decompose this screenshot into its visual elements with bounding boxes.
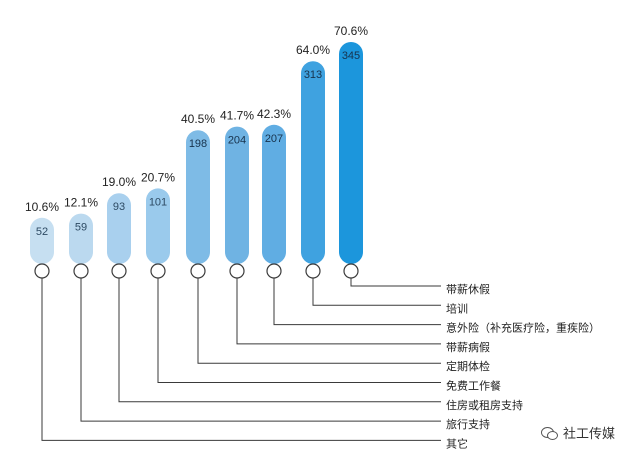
bar-count-label: 93: [113, 201, 125, 213]
category-label: 带薪病假: [446, 340, 490, 354]
percent-label: 42.3%: [257, 107, 291, 121]
category-label: 意外险（补充医疗险，重疾险）: [446, 321, 600, 335]
bar: [301, 61, 325, 265]
bar: [69, 213, 93, 264]
bar-base-circle: [190, 263, 206, 279]
leader-line: [41, 278, 441, 441]
watermark: 社工传媒: [540, 423, 615, 442]
category-label: 定期体检: [446, 359, 490, 373]
bar: [262, 124, 286, 264]
leader-line: [118, 278, 441, 403]
bar-base-circle: [34, 263, 50, 279]
bar: [339, 42, 363, 264]
percent-label: 41.7%: [220, 109, 254, 123]
bar-count-label: 101: [149, 196, 167, 208]
bar-base-circle: [111, 263, 127, 279]
percent-label: 10.6%: [25, 200, 59, 214]
bar-base-circle: [73, 263, 89, 279]
category-label: 住房或租房支持: [446, 398, 523, 412]
bar-count-label: 207: [265, 133, 283, 145]
leader-line: [80, 278, 441, 422]
category-label: 旅行支持: [446, 417, 490, 431]
bar: [225, 126, 249, 264]
bar-base-circle: [343, 263, 359, 279]
percent-label: 20.7%: [141, 170, 175, 184]
percent-label: 12.1%: [64, 196, 98, 210]
watermark-text: 社工传媒: [562, 427, 615, 442]
bar-base-circle: [305, 263, 321, 279]
leader-line: [236, 278, 441, 345]
category-label: 培训: [446, 301, 468, 315]
category-label: 带薪休假: [446, 282, 490, 296]
leader-line: [350, 278, 441, 287]
bar-base-circle: [229, 263, 245, 279]
percent-label: 40.5%: [181, 112, 215, 126]
bar-count-label: 198: [189, 138, 207, 150]
bar-base-circle: [150, 263, 166, 279]
percent-label: 64.0%: [296, 43, 330, 57]
percent-label: 70.6%: [334, 24, 368, 38]
bar: [30, 217, 54, 264]
bar: [186, 130, 210, 264]
wechat-icon: [540, 425, 559, 441]
bar: [146, 188, 170, 264]
bar-count-label: 52: [36, 226, 48, 238]
category-label: 其它: [446, 436, 468, 450]
leader-line: [197, 278, 441, 364]
bar-count-label: 59: [75, 222, 87, 234]
percent-label: 19.0%: [102, 175, 136, 189]
bar-count-label: 204: [228, 135, 246, 147]
category-label: 免费工作餐: [446, 379, 501, 393]
bar: [107, 193, 131, 264]
bar-count-label: 313: [304, 69, 322, 81]
leader-line: [157, 278, 441, 383]
leader-line: [273, 278, 441, 326]
bar-base-circle: [266, 263, 282, 279]
leader-line: [312, 278, 441, 306]
bar-count-label: 345: [342, 50, 360, 62]
